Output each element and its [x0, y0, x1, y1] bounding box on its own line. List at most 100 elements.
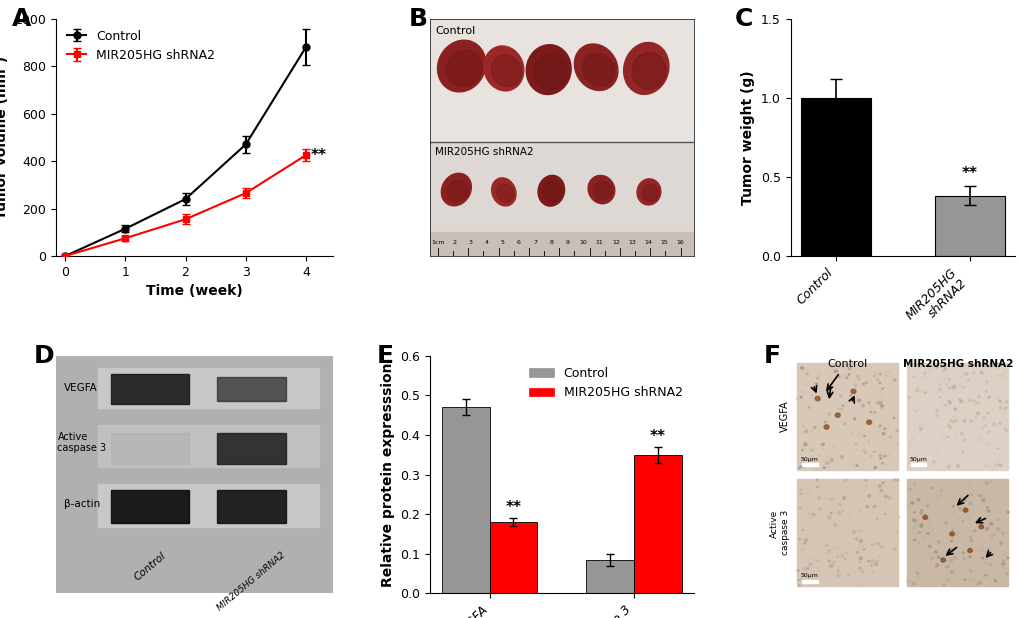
Ellipse shape — [821, 448, 823, 450]
Ellipse shape — [879, 489, 881, 491]
Ellipse shape — [877, 502, 880, 504]
Ellipse shape — [936, 364, 938, 366]
Ellipse shape — [979, 580, 981, 582]
Ellipse shape — [823, 421, 825, 423]
Ellipse shape — [919, 524, 922, 527]
Text: **: ** — [505, 500, 521, 515]
Ellipse shape — [858, 509, 860, 510]
Ellipse shape — [994, 533, 995, 534]
Ellipse shape — [804, 430, 807, 433]
Ellipse shape — [846, 552, 847, 554]
Ellipse shape — [837, 570, 839, 572]
Ellipse shape — [855, 465, 857, 467]
Ellipse shape — [999, 543, 1001, 545]
Ellipse shape — [889, 436, 891, 438]
Ellipse shape — [963, 579, 965, 580]
Ellipse shape — [954, 434, 956, 436]
Ellipse shape — [993, 580, 996, 582]
Bar — [111, 374, 189, 404]
Ellipse shape — [998, 464, 1001, 467]
Ellipse shape — [912, 517, 914, 519]
Ellipse shape — [802, 465, 804, 467]
Text: VEGFA: VEGFA — [64, 383, 98, 393]
Ellipse shape — [963, 499, 965, 501]
Ellipse shape — [830, 431, 833, 433]
Ellipse shape — [847, 514, 851, 516]
Ellipse shape — [871, 412, 873, 415]
Ellipse shape — [816, 378, 817, 379]
Bar — [441, 407, 489, 593]
Ellipse shape — [918, 408, 920, 410]
Ellipse shape — [911, 438, 913, 439]
Ellipse shape — [815, 479, 817, 481]
Ellipse shape — [1004, 429, 1005, 430]
Ellipse shape — [918, 428, 921, 430]
Ellipse shape — [823, 425, 828, 429]
Text: 50μm: 50μm — [909, 457, 926, 462]
Ellipse shape — [968, 556, 970, 558]
Ellipse shape — [1005, 573, 1008, 575]
Text: 13: 13 — [628, 240, 636, 245]
Ellipse shape — [803, 543, 805, 544]
Ellipse shape — [798, 467, 799, 468]
Ellipse shape — [920, 527, 921, 528]
Ellipse shape — [834, 546, 838, 549]
Ellipse shape — [949, 559, 952, 561]
Bar — [430, 142, 693, 256]
Ellipse shape — [796, 398, 798, 400]
Ellipse shape — [836, 574, 840, 577]
Ellipse shape — [483, 46, 524, 91]
Ellipse shape — [877, 485, 880, 487]
Ellipse shape — [802, 568, 805, 570]
Ellipse shape — [985, 507, 987, 508]
Text: C: C — [734, 7, 752, 31]
Text: Control: Control — [826, 359, 867, 370]
Ellipse shape — [798, 389, 800, 390]
Ellipse shape — [956, 465, 958, 467]
Ellipse shape — [934, 366, 937, 368]
Ellipse shape — [943, 370, 944, 371]
Ellipse shape — [966, 380, 968, 381]
Ellipse shape — [641, 185, 658, 201]
Ellipse shape — [984, 481, 987, 485]
Ellipse shape — [810, 429, 812, 431]
Ellipse shape — [956, 517, 958, 519]
Bar — [934, 196, 1004, 256]
Ellipse shape — [799, 489, 801, 491]
Ellipse shape — [860, 570, 863, 573]
Ellipse shape — [975, 582, 978, 585]
Ellipse shape — [842, 405, 843, 406]
Ellipse shape — [824, 544, 827, 547]
Ellipse shape — [839, 395, 841, 396]
Text: 1cm: 1cm — [431, 240, 444, 245]
Ellipse shape — [864, 382, 866, 383]
Text: 2: 2 — [451, 240, 455, 245]
Ellipse shape — [861, 582, 864, 584]
Text: MIR205HG shRNA2: MIR205HG shRNA2 — [435, 147, 533, 157]
Ellipse shape — [937, 388, 941, 391]
Ellipse shape — [958, 384, 959, 386]
X-axis label: Time (week): Time (week) — [146, 284, 243, 298]
Ellipse shape — [938, 543, 941, 544]
Ellipse shape — [983, 425, 985, 426]
Ellipse shape — [972, 373, 974, 374]
Ellipse shape — [914, 410, 915, 412]
Text: F: F — [763, 344, 780, 368]
Text: 9: 9 — [565, 240, 569, 245]
Ellipse shape — [943, 377, 945, 379]
Ellipse shape — [896, 532, 897, 533]
Ellipse shape — [967, 549, 971, 552]
Ellipse shape — [858, 545, 859, 547]
Ellipse shape — [920, 523, 922, 524]
Ellipse shape — [829, 512, 832, 514]
Ellipse shape — [989, 481, 990, 482]
Ellipse shape — [817, 454, 820, 456]
Ellipse shape — [955, 533, 958, 535]
Ellipse shape — [947, 580, 949, 581]
Ellipse shape — [963, 373, 964, 375]
Ellipse shape — [632, 53, 665, 89]
Ellipse shape — [853, 381, 854, 382]
Ellipse shape — [999, 407, 1001, 409]
Ellipse shape — [962, 508, 967, 512]
Ellipse shape — [926, 533, 928, 535]
